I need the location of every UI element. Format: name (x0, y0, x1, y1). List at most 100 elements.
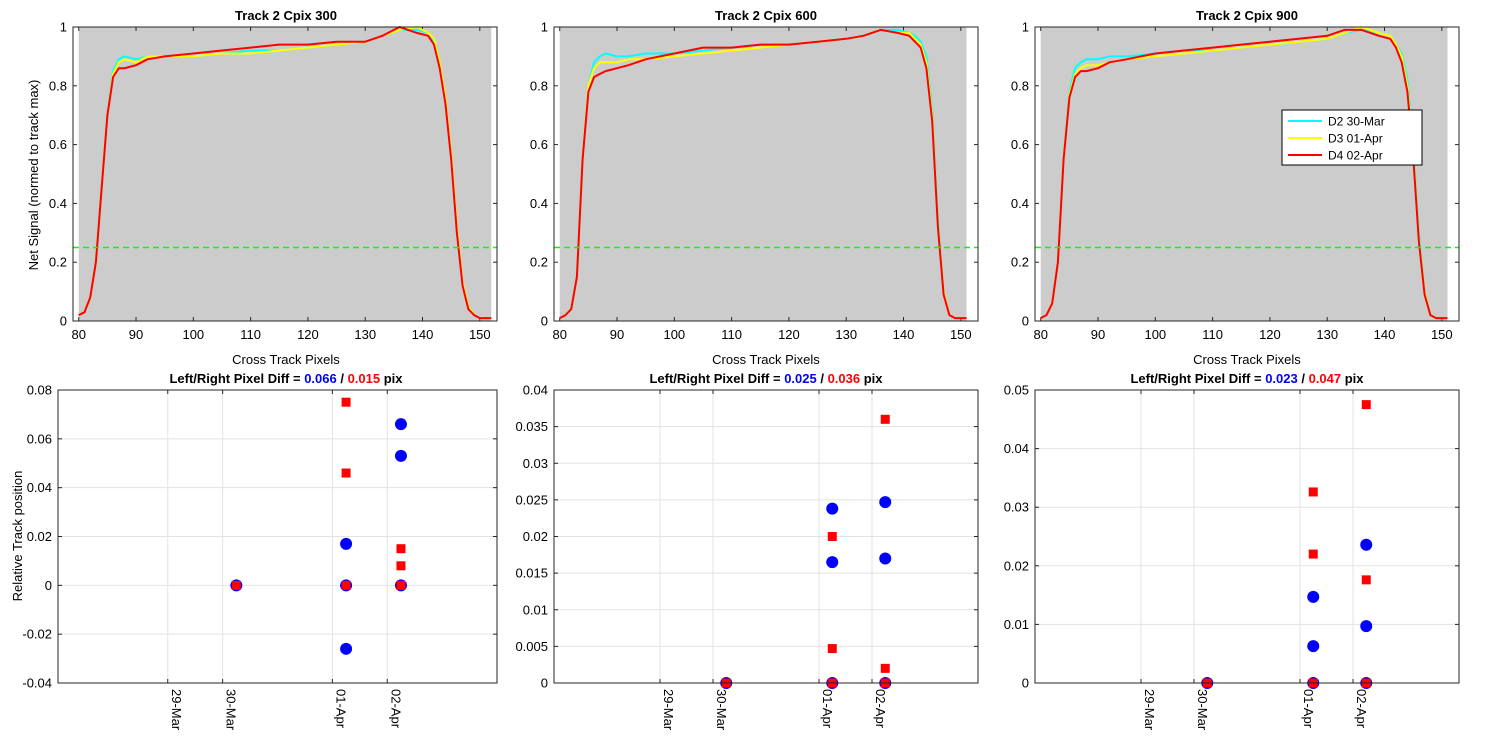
panel-2-y-tick-label-4: 0.6 (530, 137, 548, 152)
panel-4-y-tick-label-3: 0 (45, 578, 52, 593)
panel-6-series-2-point-4 (1308, 487, 1318, 497)
panel-3-y-tick-label-1: 0 (1022, 314, 1029, 329)
panel-6-series-1-point-4 (1307, 590, 1320, 603)
panel-4-series-2-point-7 (396, 544, 406, 554)
panel-6-series-2-point-7 (1361, 400, 1371, 410)
panel-1-x-tick-label-8: 150 (469, 327, 491, 342)
panel-1-y-tick-label-5: 0.8 (49, 78, 67, 93)
panel-3-y-tick-label-3: 0.4 (1011, 196, 1029, 211)
panel-2-x-tick-label-8: 150 (950, 327, 972, 342)
panel-6-axes-frame (1034, 389, 1460, 684)
panel-1-y-tick-label-1: 0 (60, 314, 67, 329)
panel-4-ylabel: Relative Track position (10, 471, 25, 602)
panel-6-y-tick-label-1: 0 (1022, 676, 1029, 691)
panel-1-plot-area: 80 90 100 110 120 130 140 150 0 0.2 0.4 0.6 0.8 1 (49, 20, 498, 342)
panel-2-title: Track 2 Cpix 600 (715, 8, 817, 23)
panel-1-y-tick-label-6: 1 (60, 20, 67, 35)
panel-6-title-right: 0.047 (1309, 371, 1342, 386)
panel-2-x-tick-label-2: 90 (610, 327, 624, 342)
panel-5-series-1-point-7 (879, 496, 892, 509)
panel-4-series-2-point-6 (396, 561, 406, 571)
panel-5-title-right: 0.036 (828, 371, 861, 386)
position-panel-3: Left/Right Pixel Diff = 0.023 / 0.047 pi… (1004, 371, 1460, 731)
panel-4-x-tick-label-2: 30-Mar (224, 689, 239, 731)
panel-3-plot-area: 80 90 100 110 120 130 140 150 0 0.2 0.4 0.6 0.8 1 D2 3… (1011, 20, 1460, 342)
panel-6-x-tick-label-2: 30-Mar (1195, 689, 1210, 731)
panel-5-x-tick-label-1: 29-Mar (661, 689, 676, 731)
panel-1-axes-frame (72, 26, 498, 322)
panel-2-y-tick-label-3: 0.4 (530, 196, 548, 211)
panel-1-x-tick-label-1: 80 (71, 327, 85, 342)
panel-5-title-prefix: Left/Right Pixel Diff = (649, 371, 784, 386)
panel-2-y-tick-label-2: 0.2 (530, 255, 548, 270)
panel-6-plot-area: 29-Mar 30-Mar 01-Apr 02-Apr 0 0.01 0.02 0.03 0.0… (1004, 383, 1460, 731)
panel-1-y-tick-label-2: 0.2 (49, 255, 67, 270)
panel-4-axes-frame (57, 389, 498, 684)
panel-1-x-tick-label-6: 130 (354, 327, 376, 342)
panel-4-series-1-point-6 (394, 449, 407, 462)
legend-label-3: D4 02-Apr (1328, 149, 1383, 163)
panel-5-title: Left/Right Pixel Diff = 0.025 / 0.036 pi… (649, 371, 883, 386)
panel-5-y-tick-label-8: 0.035 (515, 419, 548, 434)
panel-2-x-tick-label-4: 110 (721, 327, 742, 342)
profile-panel-3: Track 2 Cpix 900 Cross Track Pixels 80 90… (1011, 8, 1460, 367)
panel-3-x-tick-label-2: 90 (1091, 327, 1105, 342)
panel-5-title-sep: / (817, 371, 828, 386)
panel-4-y-tick-label-4: 0.02 (27, 529, 52, 544)
panel-3-x-tick-label-6: 130 (1316, 327, 1338, 342)
panel-1-title: Track 2 Cpix 300 (235, 8, 337, 23)
panel-2-background (559, 27, 967, 321)
panel-3-x-tick-label-8: 150 (1431, 327, 1453, 342)
panel-6-x-tick-label-3: 01-Apr (1301, 689, 1316, 729)
panel-1-x-tick-label-7: 140 (412, 327, 434, 342)
panel-1-background (78, 27, 492, 321)
panel-4-y-tick-label-5: 0.04 (27, 480, 52, 495)
panel-6-series-1-point-6 (1360, 620, 1373, 633)
panel-5-axes-frame (553, 389, 979, 684)
panel-3-xlabel: Cross Track Pixels (1193, 352, 1301, 367)
panel-6-x-tick-label-1: 29-Mar (1142, 689, 1157, 731)
panel-5-y-tick-label-5: 0.02 (523, 529, 548, 544)
panel-5-title-suffix: pix (860, 371, 883, 386)
panel-6-series-1-point-3 (1307, 640, 1320, 653)
panel-2-axes-frame (553, 26, 979, 322)
panel-1-x-tick-label-5: 120 (297, 327, 319, 342)
panel-3-title: Track 2 Cpix 900 (1196, 8, 1298, 23)
panel-5-title-left: 0.025 (784, 371, 817, 386)
panel-5-series-1-point-6 (879, 552, 892, 565)
panel-6-y-tick-label-4: 0.03 (1004, 500, 1029, 515)
panel-6-title-suffix: pix (1341, 371, 1364, 386)
panel-5-series-1-point-4 (826, 502, 839, 515)
panel-1-ylabel: Net Signal (normed to track max) (26, 80, 41, 271)
panel-4-title-sep: / (337, 371, 348, 386)
panel-3-series-3-line (1040, 28, 1448, 320)
panel-3-x-tick-label-7: 140 (1374, 327, 1396, 342)
panel-5-y-tick-label-9: 0.04 (523, 383, 548, 398)
panel-4-title-right: 0.015 (348, 371, 381, 386)
panel-5-plot-area: 29-Mar 30-Mar 01-Apr 02-Apr 0 0.005 0.01 0.015 0… (515, 383, 979, 731)
panel-3-x-tick-label-1: 80 (1033, 327, 1047, 342)
panel-2-series-3-line (559, 28, 967, 320)
panel-2-y-tick-label-1: 0 (541, 314, 548, 329)
panel-6-y-tick-label-3: 0.02 (1004, 558, 1029, 573)
panel-6-series-2-point-3 (1308, 549, 1318, 559)
panel-1-x-tick-label-4: 110 (240, 327, 261, 342)
panel-3-x-tick-label-4: 110 (1202, 327, 1223, 342)
panel-4-y-tick-label-1: -0.04 (22, 676, 52, 691)
panel-4-x-tick-label-1: 29-Mar (169, 689, 184, 731)
panel-5-series-2-point-6 (880, 663, 890, 673)
panel-4-series-1-point-7 (394, 418, 407, 431)
panel-1-x-tick-label-3: 100 (182, 327, 204, 342)
panel-5-y-tick-label-6: 0.025 (515, 492, 548, 507)
panel-3-background (1040, 27, 1448, 321)
panel-5-y-tick-label-2: 0.005 (515, 639, 548, 654)
panel-4-x-tick-label-4: 02-Apr (388, 689, 403, 729)
profile-panel-1: Track 2 Cpix 300 Cross Track Pixels Net … (26, 8, 498, 367)
panel-5-y-tick-label-3: 0.01 (523, 602, 548, 617)
panel-2-x-tick-label-6: 130 (835, 327, 857, 342)
profile-panel-2: Track 2 Cpix 600 Cross Track Pixels 80 90… (530, 8, 979, 367)
panel-3-y-tick-label-2: 0.2 (1011, 255, 1029, 270)
panel-2-x-tick-label-7: 140 (893, 327, 915, 342)
panel-1-xlabel: Cross Track Pixels (232, 352, 340, 367)
